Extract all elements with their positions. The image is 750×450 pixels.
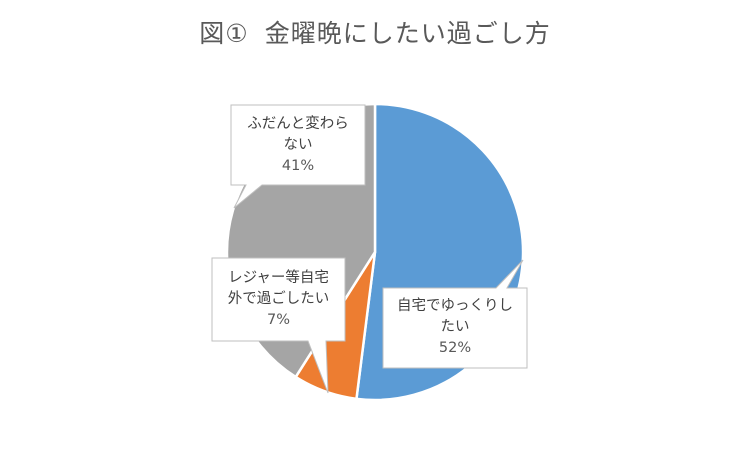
chart-title: 図① 金曜晩にしたい過ごし方	[0, 14, 750, 50]
label-gray-line2: ない	[283, 137, 313, 153]
figure-number: 図①	[199, 19, 249, 48]
label-orange: レジャー等自宅 外で過ごしたい 7%	[212, 268, 345, 331]
label-blue: 自宅でゆっくりし たい 52%	[383, 296, 527, 359]
title-text: 金曜晩にしたい過ごし方	[264, 19, 551, 48]
label-orange-percent: 7%	[266, 312, 290, 328]
callout-gray	[230, 104, 366, 209]
label-gray: ふだんと変わら ない 41%	[231, 114, 365, 177]
label-blue-line1: 自宅でゆっくりし	[397, 298, 513, 314]
label-gray-line1: ふだんと変わら	[247, 116, 349, 132]
label-blue-percent: 52%	[438, 340, 472, 356]
label-orange-line2: 外で過ごしたい	[227, 291, 330, 307]
label-blue-line2: たい	[440, 319, 470, 335]
label-gray-percent: 41%	[281, 158, 315, 174]
callout-blue	[382, 259, 528, 369]
label-orange-line1: レジャー等自宅	[228, 270, 329, 286]
callout-orange	[211, 257, 346, 394]
